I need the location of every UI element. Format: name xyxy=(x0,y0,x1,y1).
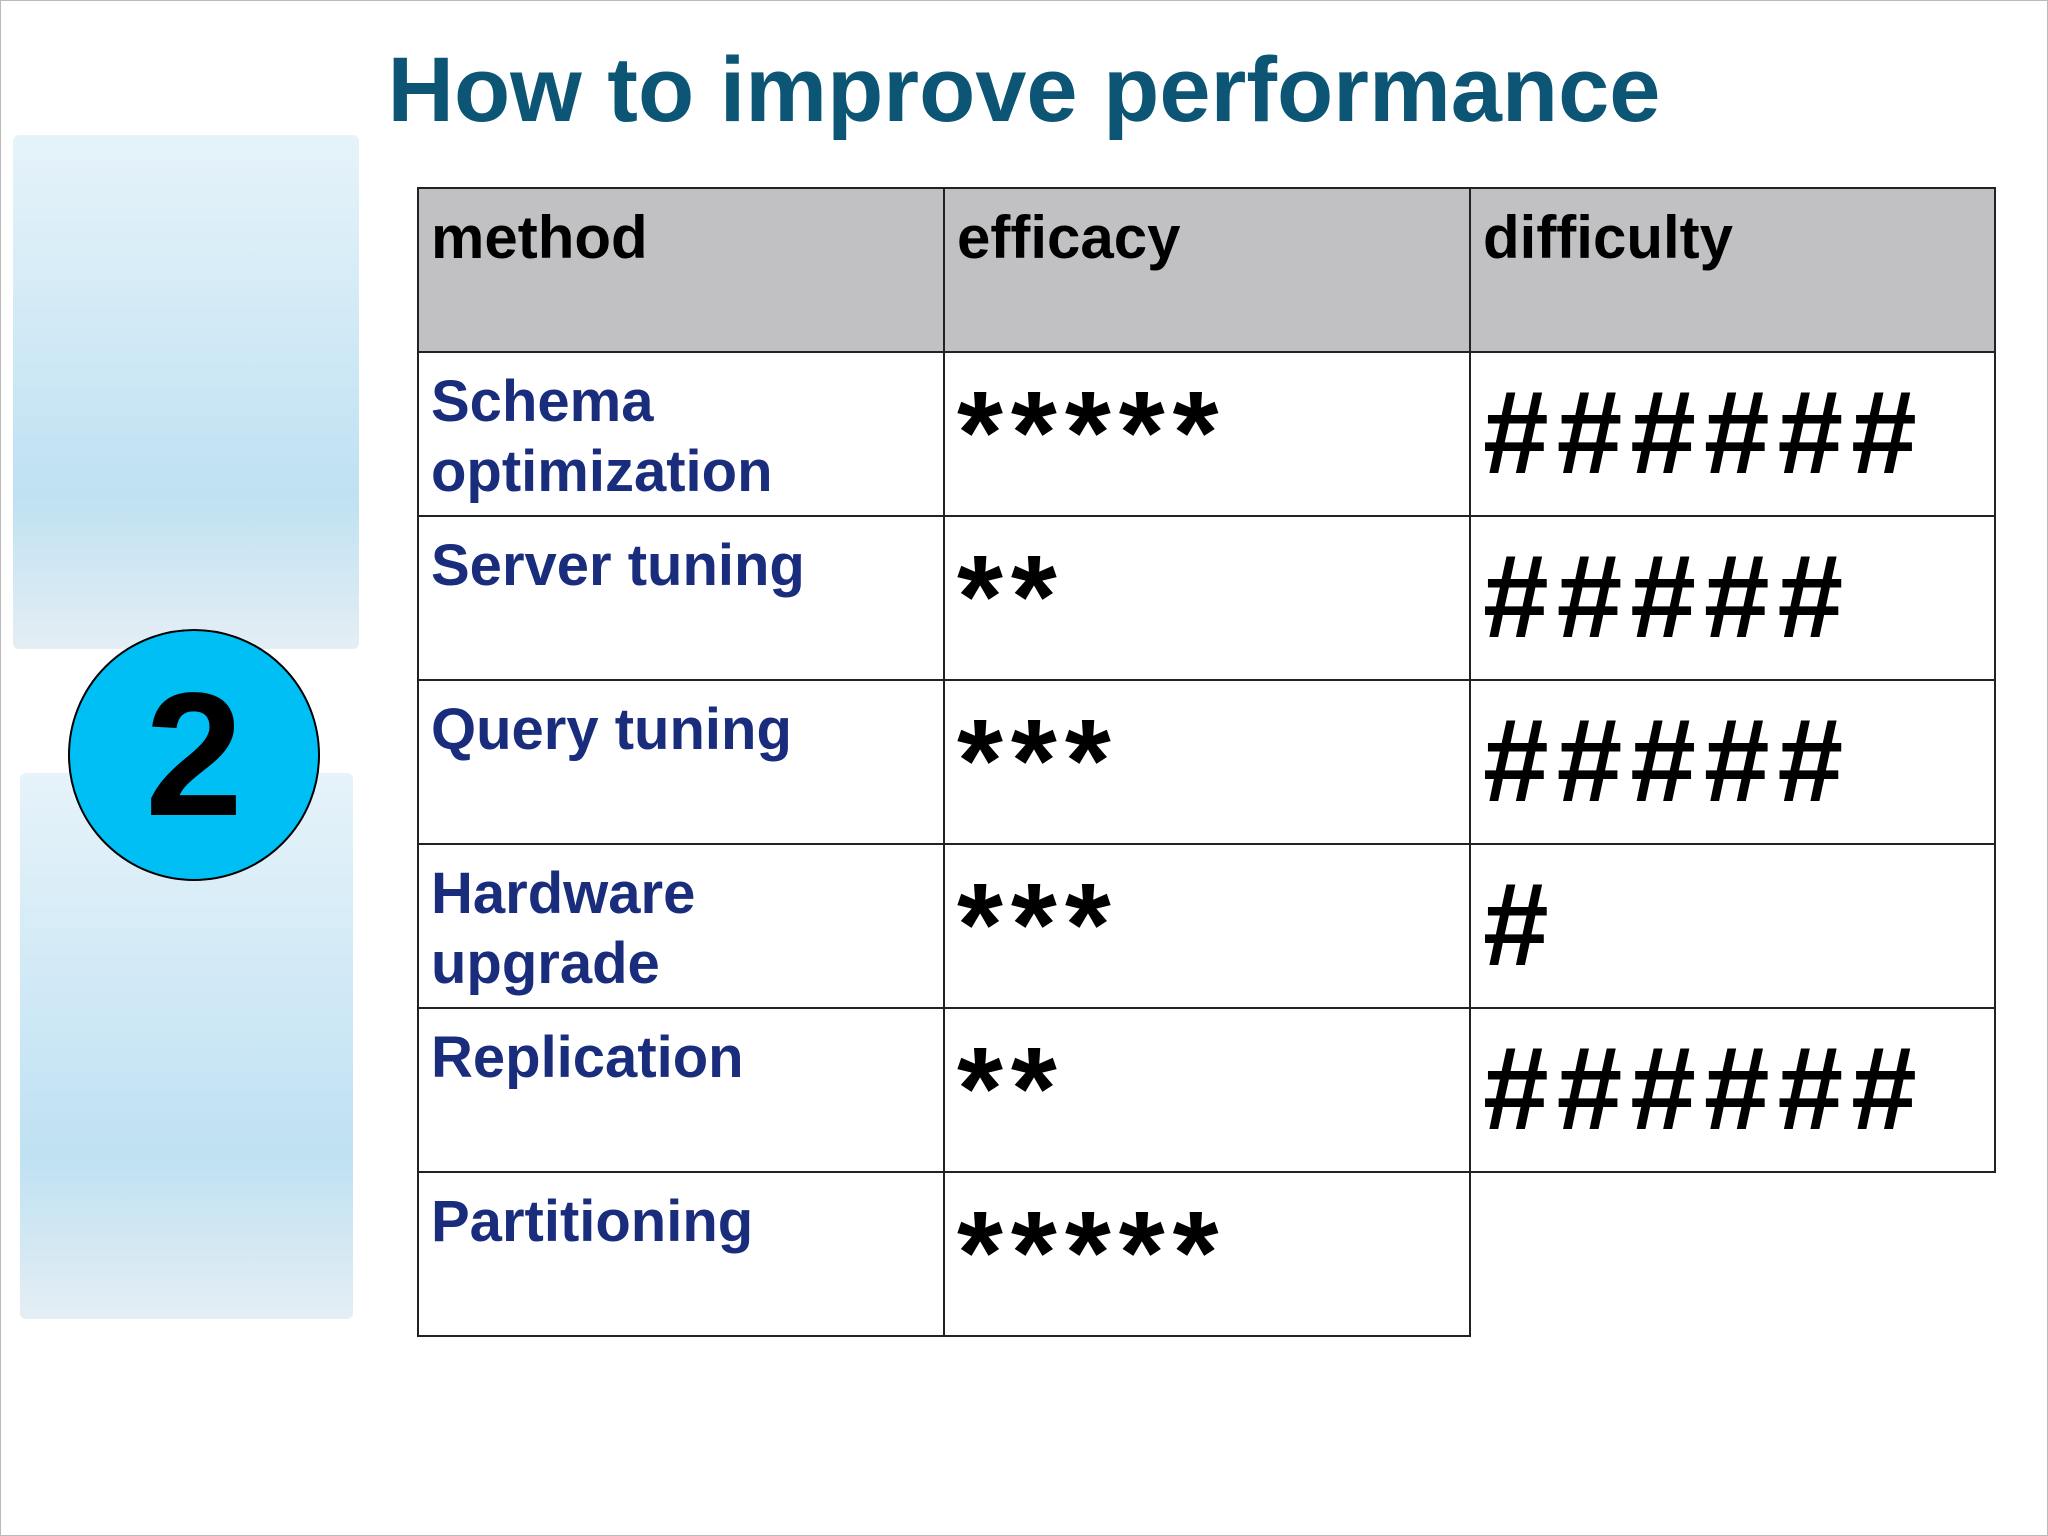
rating-cell: # xyxy=(1469,843,1996,1009)
slide-title: How to improve performance xyxy=(387,39,1661,141)
method-cell: Replication xyxy=(417,1007,945,1173)
rating-cell: ###### xyxy=(1469,1007,1996,1173)
number-badge: 2 xyxy=(68,629,320,881)
method-cell: Hardware upgrade xyxy=(417,843,945,1009)
rating-cell: *** xyxy=(943,679,1471,845)
illustration xyxy=(13,135,359,649)
rating-cell: *** xyxy=(943,843,1471,1009)
header-cell: method xyxy=(417,187,945,353)
method-cell: Partitioning xyxy=(417,1171,945,1337)
rating-cell: ** xyxy=(943,515,1471,681)
rating-cell: ***** xyxy=(943,1171,1471,1337)
method-cell: Server tuning xyxy=(417,515,945,681)
rating-cell: ** xyxy=(943,1007,1471,1173)
method-cell: Query tuning xyxy=(417,679,945,845)
header-cell: efficacy xyxy=(943,187,1471,353)
header-cell: difficulty xyxy=(1469,187,1996,353)
rating-cell: ***** xyxy=(943,351,1471,517)
rating-cell: ##### xyxy=(1469,515,1996,681)
rating-cell: ###### xyxy=(1469,351,1996,517)
method-cell: Schema optimization xyxy=(417,351,945,517)
rating-cell: ##### xyxy=(1469,679,1996,845)
